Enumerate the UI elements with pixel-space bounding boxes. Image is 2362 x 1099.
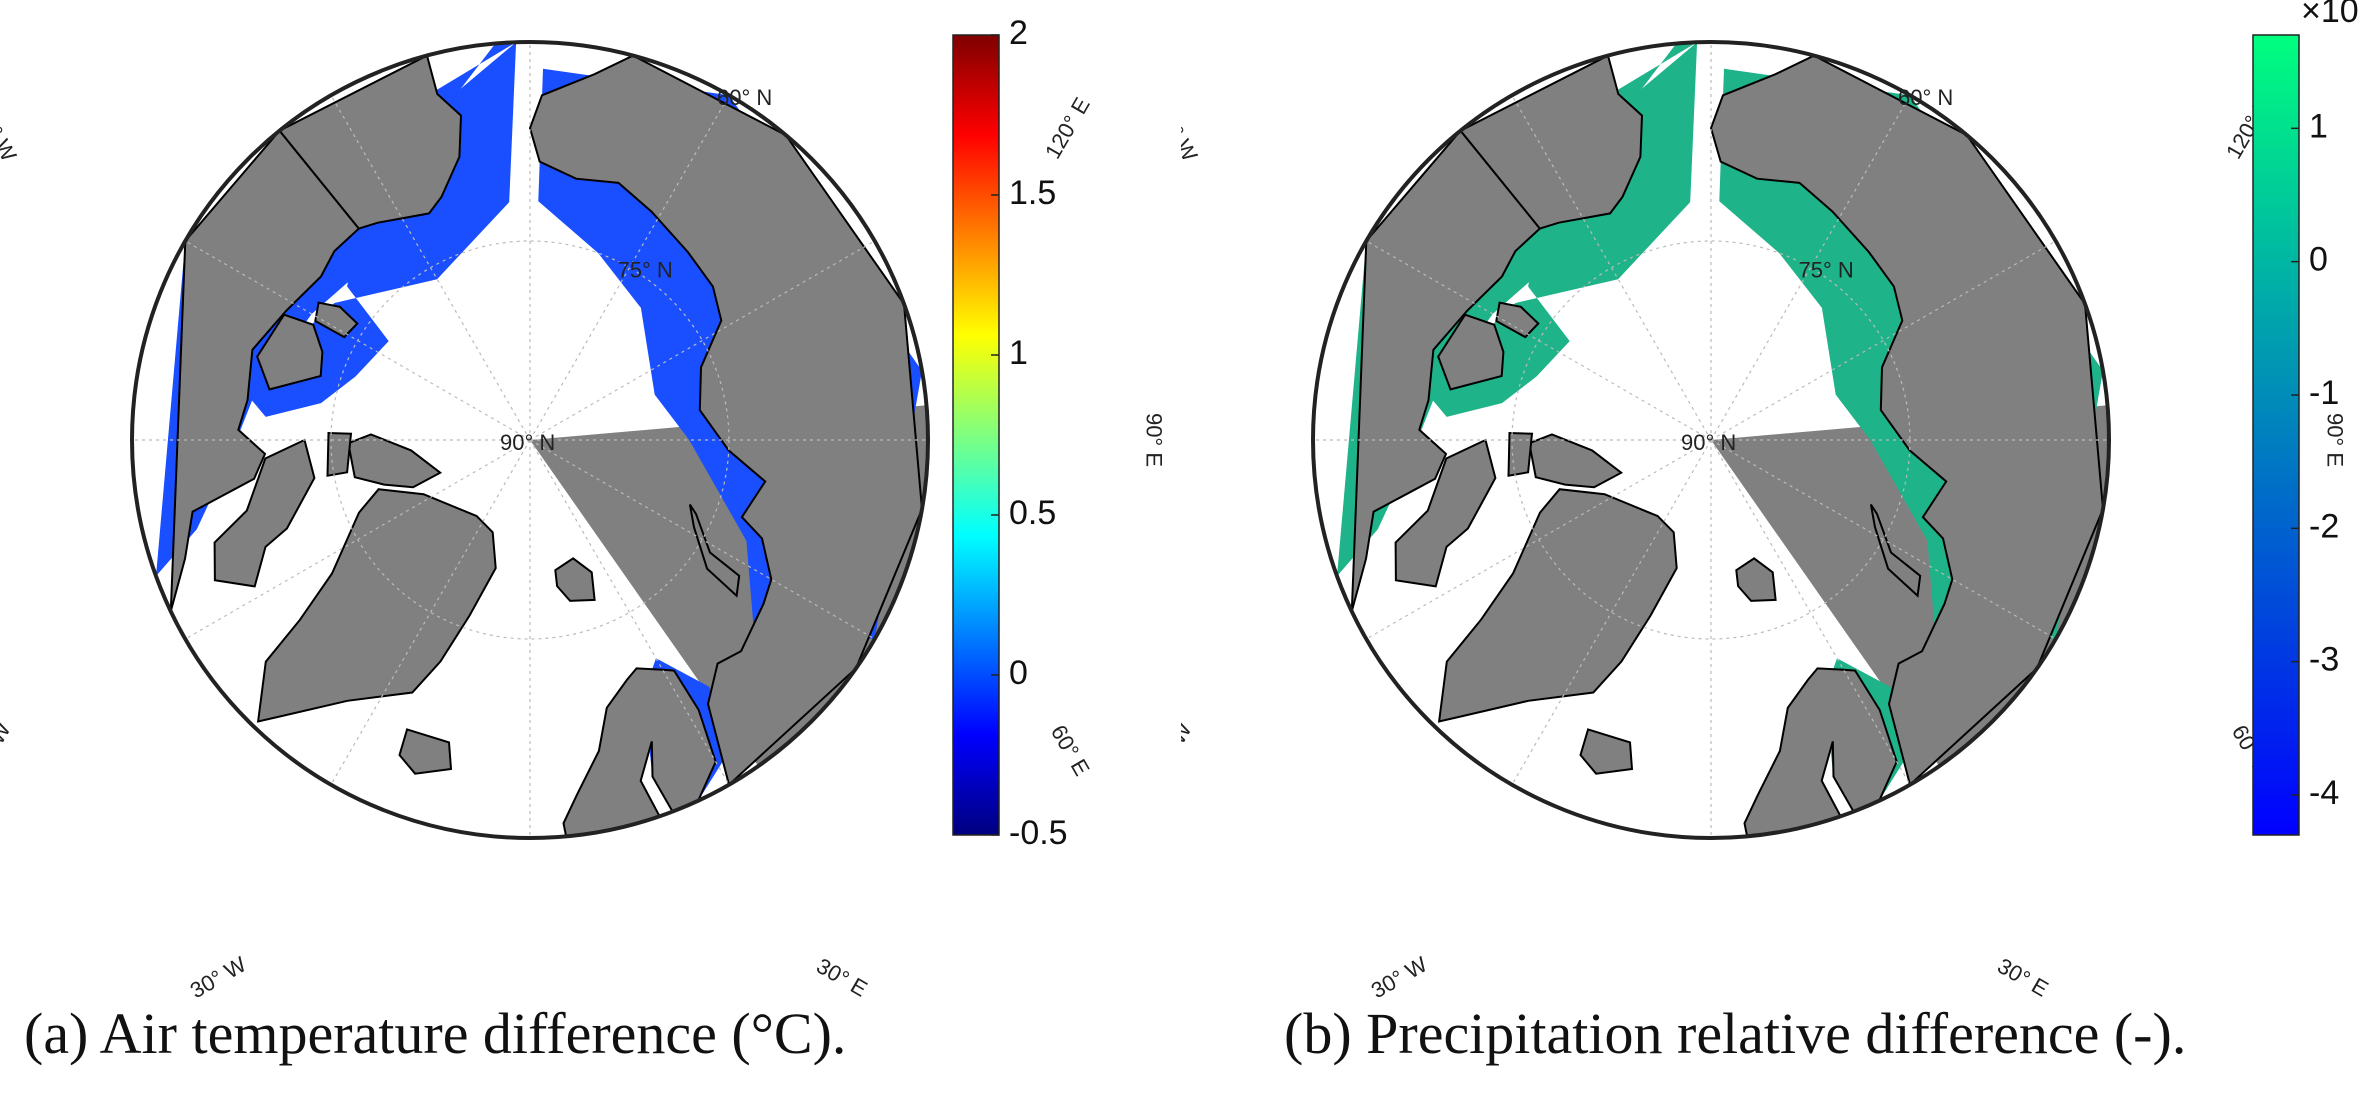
map-area xyxy=(1313,42,2109,966)
caption-air-temperature: (a) Air temperature difference (°C). xyxy=(24,1001,847,1066)
meridian-150 xyxy=(1710,42,2011,441)
colorbar-tick-label: -1 xyxy=(2309,374,2339,412)
meridian-label: 120° E xyxy=(1040,93,1095,163)
land-eurasia xyxy=(528,54,924,787)
meridian-330 xyxy=(230,439,531,838)
parallel-label: 60° N xyxy=(1898,85,1953,110)
map-frame xyxy=(1311,40,2111,840)
land-eurasia xyxy=(1709,54,2105,787)
colorbar-tick-label: -4 xyxy=(2309,774,2339,812)
land-banks xyxy=(314,301,359,339)
land-canada xyxy=(1350,129,1542,612)
meridian-150 xyxy=(529,42,830,441)
land-ellesmere xyxy=(1528,433,1624,489)
meridian-30 xyxy=(1710,439,2011,838)
land-ireland xyxy=(1624,897,1661,944)
land-iceland xyxy=(1579,728,1634,775)
land-ellesmere xyxy=(347,433,443,489)
land-greenland xyxy=(256,488,497,723)
meridian-label: 30° W xyxy=(1367,951,1432,1000)
meridian-label: 30° E xyxy=(812,953,871,1000)
colorbar-tick-label: 1 xyxy=(1009,334,1028,372)
precipitation-map: 180° E150° E120° E90° E60° E30° E0°30° W… xyxy=(1181,0,2359,1000)
land-greenland xyxy=(1437,488,1678,723)
colorbar-tick-label: -3 xyxy=(2309,641,2339,679)
colorbar-tick-label: -0.5 xyxy=(1009,814,1068,852)
meridian-label: 60° E xyxy=(1046,721,1095,780)
land-ireland xyxy=(443,897,480,944)
land-devon xyxy=(326,431,353,477)
parallel-label: 90° N xyxy=(1681,430,1736,455)
meridian-210 xyxy=(1411,42,1712,441)
meridian-330 xyxy=(1411,439,1712,838)
colorbar-tick-label: 0 xyxy=(1009,654,1028,692)
land-novayazemlya xyxy=(688,504,741,598)
panel-air-temperature: 180° E150° E120° E90° E60° E30° E0°30° W… xyxy=(0,14,1166,1066)
colorbar-exponent: ×10 xyxy=(2301,0,2359,30)
meridian-label: 30° E xyxy=(1993,953,2052,1000)
meridian-120 xyxy=(529,140,928,441)
land-banks xyxy=(1495,301,1540,339)
parallel-label: 60° N xyxy=(717,85,772,110)
meridian-label: 90° E xyxy=(2322,413,2347,467)
land-svalbard xyxy=(554,557,596,602)
land-devon xyxy=(1507,431,1534,477)
colorbar-tick-label: 1 xyxy=(2309,107,2328,145)
meridian-30 xyxy=(529,439,830,838)
meridian-label: 90° E xyxy=(1141,413,1166,467)
caption-precipitation: (b) Precipitation relative difference (-… xyxy=(1284,1001,2187,1066)
land-svalbard xyxy=(1735,557,1777,602)
parallel-label: 90° N xyxy=(500,430,555,455)
meridian-label: 60° W xyxy=(0,718,16,783)
land-britain xyxy=(1658,856,1723,966)
land-baffin xyxy=(1394,438,1497,588)
land-britain xyxy=(477,856,542,966)
meridian-60 xyxy=(1710,439,2109,740)
meridian-label: 60° W xyxy=(1181,718,1197,783)
land-victoria xyxy=(1437,313,1505,391)
colorbar-tick-label: -2 xyxy=(2309,507,2339,545)
meridian-60 xyxy=(529,439,928,740)
map-area xyxy=(132,42,928,966)
parallel-label: 75° N xyxy=(618,257,673,282)
meridian-300 xyxy=(1313,439,1712,740)
colorbar xyxy=(952,34,1000,836)
land-iceland xyxy=(398,728,453,775)
panel-precipitation: 180° E150° E120° E90° E60° E30° E0°30° W… xyxy=(1181,0,2362,1099)
meridian-300 xyxy=(132,439,531,740)
land-novayazemlya xyxy=(1869,504,1922,598)
colorbar-tick-label: 2 xyxy=(1009,14,1028,52)
colorbar-tick-label: 0.5 xyxy=(1009,494,1056,532)
land-baffin xyxy=(213,438,316,588)
parallel-label: 75° N xyxy=(1799,257,1854,282)
map-frame xyxy=(130,40,930,840)
meridian-210 xyxy=(230,42,531,441)
meridian-label: 120° W xyxy=(0,90,22,165)
colorbar-tick-label: 1.5 xyxy=(1009,174,1056,212)
land-victoria xyxy=(256,313,324,391)
meridian-240 xyxy=(132,140,531,441)
meridian-240 xyxy=(1313,140,1712,441)
land-canada xyxy=(169,129,361,612)
meridian-label: 30° W xyxy=(186,951,251,1000)
colorbar xyxy=(2252,34,2300,836)
meridian-120 xyxy=(1710,140,2109,441)
colorbar-tick-label: 0 xyxy=(2309,241,2328,279)
air-temperature-map: 180° E150° E120° E90° E60° E30° E0°30° W… xyxy=(0,14,1166,1000)
meridian-label: 120° W xyxy=(1181,90,1203,165)
